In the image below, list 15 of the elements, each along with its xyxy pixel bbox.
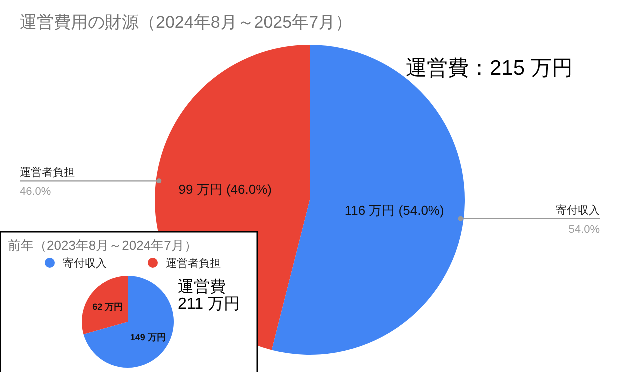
data-label: 62 万円 — [92, 302, 124, 312]
text: 46.0% — [20, 186, 52, 198]
slice-label: 運営者負担 — [20, 166, 75, 180]
chart-title: 前年（2023年8月～2024年7月） — [8, 238, 198, 253]
legend-label: 運営者負担 — [166, 257, 221, 270]
text: 211 万円 — [178, 296, 240, 313]
legend-label: 寄付収入 — [63, 257, 107, 270]
data-label: 116 万円 (54.0%) — [344, 203, 444, 218]
data-label: 99 万円 (46.0%) — [178, 182, 272, 197]
text: 運営費：215 万円 — [406, 57, 573, 80]
slice-label: 寄付収入 — [556, 204, 600, 217]
text: 54.0% — [568, 224, 600, 236]
text: 運営費 — [178, 278, 226, 296]
chart-title: 運営費用の財源（2024年8月～2025年7月） — [20, 13, 353, 32]
data-label: 149 万円 — [130, 332, 166, 342]
